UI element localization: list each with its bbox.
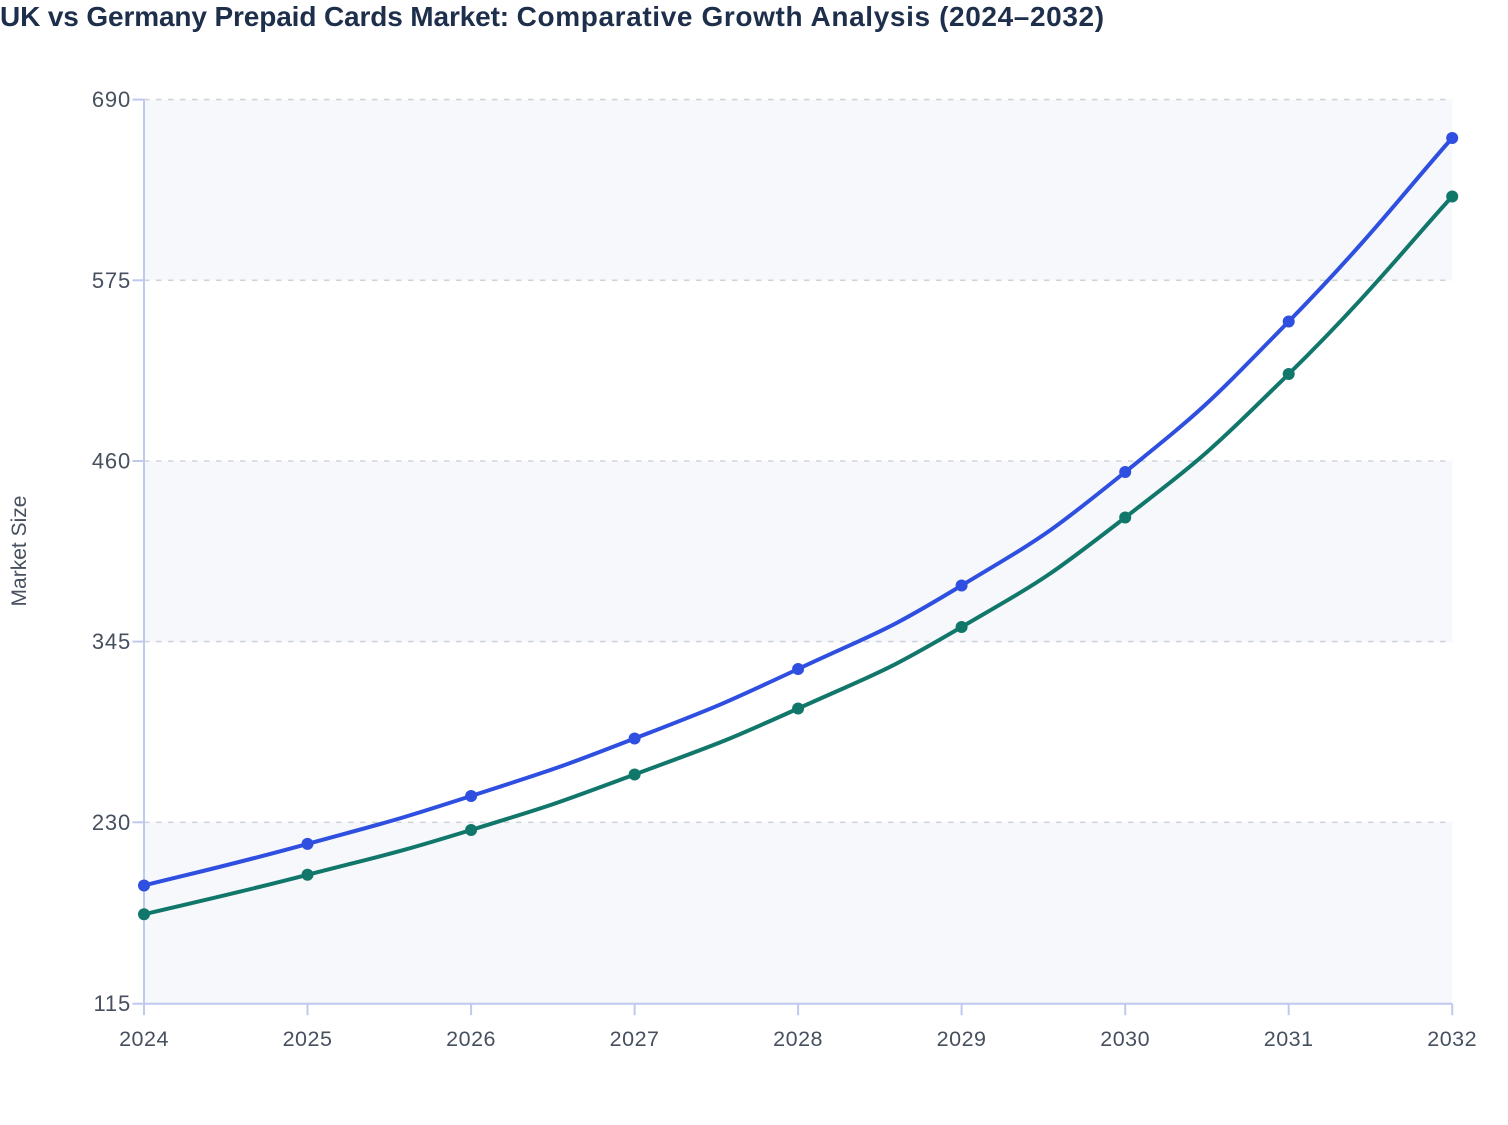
svg-text:230: 230 xyxy=(92,810,131,835)
svg-text:460: 460 xyxy=(92,449,131,474)
svg-text:2025: 2025 xyxy=(283,1027,333,1051)
svg-text:2026: 2026 xyxy=(446,1027,496,1051)
svg-text:Market Size: Market Size xyxy=(8,496,31,607)
svg-text:690: 690 xyxy=(92,87,131,112)
svg-text:2028: 2028 xyxy=(773,1027,823,1051)
svg-text:2029: 2029 xyxy=(937,1027,987,1051)
svg-text:2031: 2031 xyxy=(1264,1027,1314,1051)
svg-text:575: 575 xyxy=(92,268,131,293)
svg-text:115: 115 xyxy=(94,991,131,1016)
svg-text:2027: 2027 xyxy=(610,1027,660,1051)
svg-text:2030: 2030 xyxy=(1100,1027,1150,1051)
svg-text:2024: 2024 xyxy=(119,1027,169,1051)
svg-text:2032: 2032 xyxy=(1427,1027,1477,1051)
svg-text:345: 345 xyxy=(92,629,131,654)
